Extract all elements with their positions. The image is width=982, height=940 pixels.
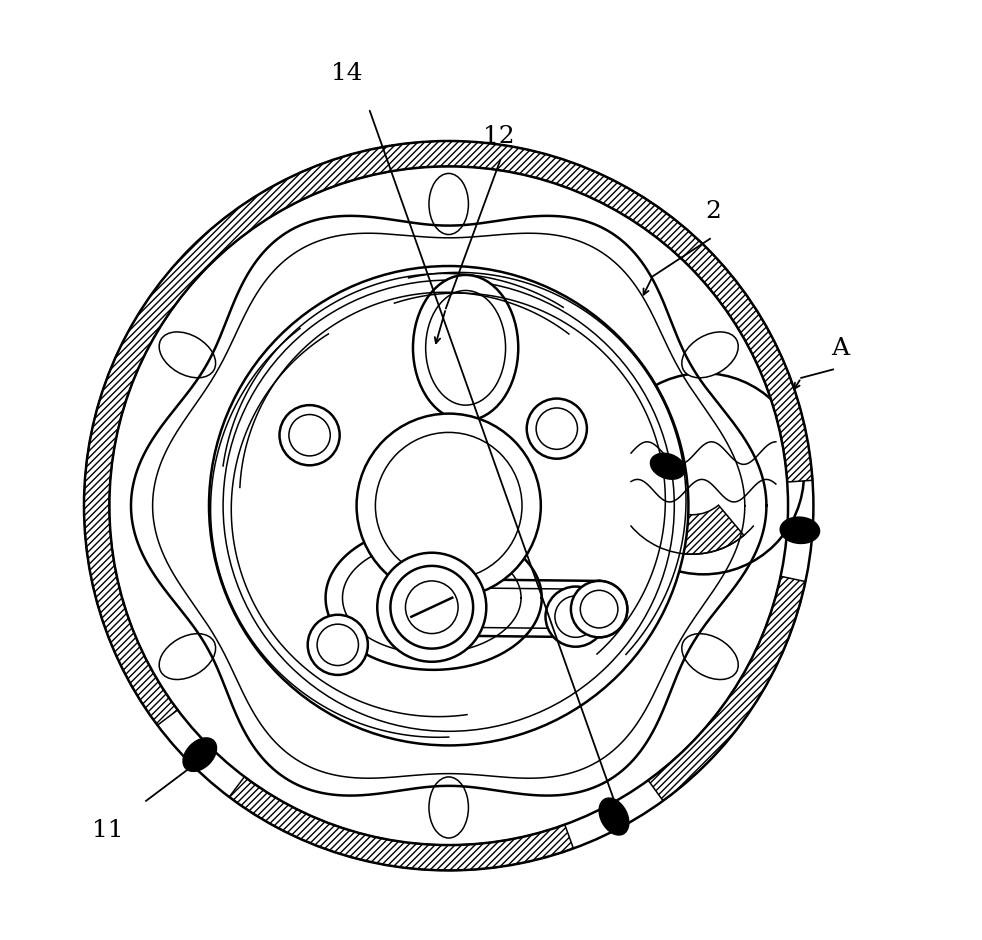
Ellipse shape [780,517,820,543]
Wedge shape [648,576,805,801]
Circle shape [526,399,587,459]
Circle shape [571,581,627,637]
Circle shape [307,615,368,675]
Circle shape [280,405,340,465]
Wedge shape [229,776,573,870]
Circle shape [546,587,606,647]
Ellipse shape [183,738,217,772]
Circle shape [375,432,522,579]
Circle shape [209,266,688,745]
Ellipse shape [413,274,518,421]
Circle shape [603,373,804,574]
Circle shape [555,596,596,637]
Ellipse shape [682,332,738,378]
Text: 14: 14 [331,62,362,85]
Text: 2: 2 [705,200,721,223]
Circle shape [391,566,473,649]
Circle shape [289,415,330,456]
Circle shape [536,408,577,449]
Circle shape [580,590,618,628]
Text: 11: 11 [91,819,123,841]
Ellipse shape [650,453,685,479]
Wedge shape [640,505,744,555]
Circle shape [356,414,541,598]
Ellipse shape [599,798,628,835]
Circle shape [406,581,458,634]
Wedge shape [84,141,812,726]
Ellipse shape [159,634,216,680]
Ellipse shape [429,776,468,838]
Ellipse shape [159,332,216,378]
Circle shape [377,553,486,662]
Ellipse shape [682,634,738,680]
Ellipse shape [425,290,506,405]
Text: 12: 12 [483,125,516,148]
Text: A: A [832,337,849,360]
Circle shape [317,624,358,666]
Ellipse shape [429,174,468,234]
